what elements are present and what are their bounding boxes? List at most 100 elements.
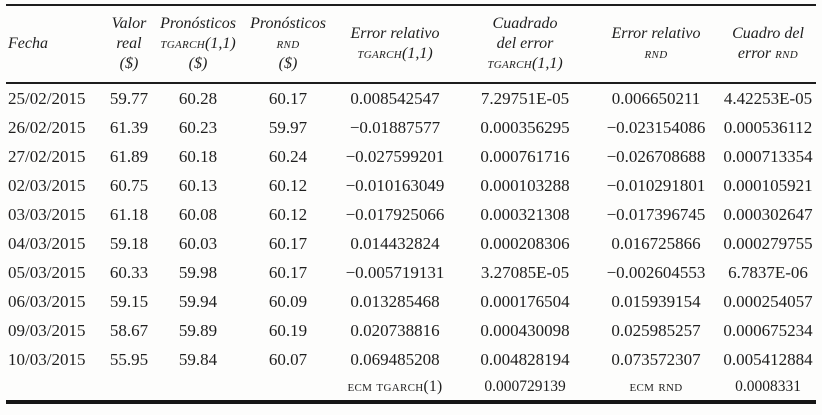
header-row: Fecha Valor real ($) Pronósticos TGARCH(1,1)(… <box>6 5 816 84</box>
table-footer: ECM TGARCH(1) 0.000729139 ECM RND 0.0008… <box>6 374 816 402</box>
header-text: Fecha <box>8 35 48 52</box>
cell-fecha: 05/03/2015 <box>8 262 86 282</box>
table-row-10: 10/03/2015 55.95 59.84 60.07 0.069485208 0.00… <box>6 345 816 374</box>
header-line: ($) <box>152 54 244 74</box>
cell-valor-real: 61.39 <box>109 117 149 137</box>
cell-error-relativo-rnd: 0.073572307 <box>611 349 701 369</box>
cell-error-relativo-tgarch: −0.005719131 <box>345 262 445 282</box>
cell-error-relativo-rnd: −0.002604553 <box>606 262 706 282</box>
footer-cell-empty-pronosticos-tgarch <box>152 374 244 402</box>
cell-fecha: 03/03/2015 <box>8 204 86 224</box>
header-line: real <box>106 34 152 54</box>
table-header: Fecha Valor real ($) Pronósticos TGARCH(1,1)(… <box>6 5 816 84</box>
cell-cuadrado-error-tgarch: 0.000208306 <box>480 233 570 253</box>
cell-fecha: 25/02/2015 <box>8 88 86 108</box>
header-line: del error <box>458 34 592 54</box>
table-row-8: 06/03/2015 59.15 59.94 60.09 0.013285468 0.00… <box>6 287 816 316</box>
column-header-cuadrado-error-tgarch: Cuadrado del error TGARCH(1,1) <box>458 5 592 84</box>
table-row-1: 25/02/2015 59.77 60.28 60.17 0.008542547 7.29… <box>6 83 816 113</box>
header-line: ($) <box>244 54 332 74</box>
table-row-2: 26/02/2015 61.39 60.23 59.97 −0.01887577 0.00… <box>6 113 816 142</box>
forecast-comparison-table: Fecha Valor real ($) Pronósticos TGARCH(1,1)(… <box>6 4 816 404</box>
cell-valor-real: 55.95 <box>109 349 149 369</box>
cell-error-relativo-rnd: −0.017396745 <box>606 204 706 224</box>
cell-valor-real: 61.89 <box>109 146 149 166</box>
cell-pronosticos-tgarch: 59.84 <box>178 349 218 369</box>
header-line: TGARCH(1,1) <box>332 44 458 64</box>
column-header-fecha: Fecha <box>6 5 106 84</box>
column-header-pronosticos-tgarch: Pronósticos TGARCH(1,1) ($) <box>152 5 244 84</box>
cell-cuadrado-error-tgarch: 0.000761716 <box>480 146 570 166</box>
cell-error-relativo-rnd: −0.023154086 <box>606 117 706 137</box>
cell-fecha: 26/02/2015 <box>8 117 86 137</box>
column-header-pronosticos-rnd: Pronósticos RND ($) <box>244 5 332 84</box>
cell-cuadro-error-rnd: 0.005412884 <box>723 349 813 369</box>
table-row-6: 04/03/2015 59.18 60.03 60.17 0.014432824 0.00… <box>6 229 816 258</box>
column-header-cuadro-error-rnd: Cuadro del error RND <box>720 5 816 84</box>
column-header-error-relativo-tgarch: Error relativo TGARCH(1,1) <box>332 5 458 84</box>
cell-pronosticos-tgarch: 60.13 <box>178 175 218 195</box>
cell-error-relativo-rnd: 0.015939154 <box>611 291 701 311</box>
cell-pronosticos-rnd: 60.12 <box>268 204 308 224</box>
footer-cell-empty-fecha <box>6 374 106 402</box>
cell-error-relativo-tgarch: 0.008542547 <box>350 88 440 108</box>
header-text: Cuadrado <box>492 15 558 32</box>
cell-cuadro-error-rnd: 0.000302647 <box>723 204 813 224</box>
cell-error-relativo-tgarch: 0.069485208 <box>350 349 440 369</box>
cell-pronosticos-rnd: 60.24 <box>268 146 308 166</box>
cell-cuadro-error-rnd: 0.000713354 <box>723 146 813 166</box>
cell-cuadro-error-rnd: 6.7837E-06 <box>728 262 808 282</box>
cell-pronosticos-rnd: 60.17 <box>268 233 308 253</box>
cell-cuadrado-error-tgarch: 0.000356295 <box>480 117 570 137</box>
cell-fecha: 10/03/2015 <box>8 349 86 369</box>
header-text: (1,1) <box>402 45 433 62</box>
small-caps-text: RND <box>644 45 668 62</box>
header-line: error RND <box>720 44 816 64</box>
header-line: Pronósticos <box>244 14 332 34</box>
cell-pronosticos-rnd: 59.97 <box>268 117 308 137</box>
header-line: Pronósticos <box>152 14 244 34</box>
cell-pronosticos-rnd: 60.17 <box>268 88 308 108</box>
header-line: RND <box>592 44 720 64</box>
cell-error-relativo-rnd: 0.006650211 <box>611 88 701 108</box>
header-line: Fecha <box>8 34 106 54</box>
cell-pronosticos-rnd: 60.12 <box>268 175 308 195</box>
cell-error-relativo-rnd: −0.010291801 <box>606 175 706 195</box>
small-caps-text: RND <box>775 45 799 62</box>
header-text: Error relativo <box>350 25 440 42</box>
header-text: ($) <box>278 55 298 72</box>
cell-pronosticos-tgarch: 60.28 <box>178 88 218 108</box>
cell-valor-real: 59.77 <box>109 88 149 108</box>
cell-valor-real: 61.18 <box>109 204 149 224</box>
cell-pronosticos-rnd: 60.17 <box>268 262 308 282</box>
cell-cuadro-error-rnd: 0.000279755 <box>723 233 813 253</box>
table-row-3: 27/02/2015 61.89 60.18 60.24 −0.027599201 0.0… <box>6 142 816 171</box>
cell-pronosticos-rnd: 60.07 <box>268 349 308 369</box>
header-line: Error relativo <box>332 24 458 44</box>
cell-cuadrado-error-tgarch: 3.27085E-05 <box>480 262 570 282</box>
cell-cuadro-error-rnd: 0.000536112 <box>723 117 813 137</box>
cell-pronosticos-tgarch: 59.94 <box>178 291 218 311</box>
header-text: Pronósticos <box>250 15 326 32</box>
cell-pronosticos-rnd: 60.09 <box>268 291 308 311</box>
cell-error-relativo-rnd: 0.016725866 <box>611 233 701 253</box>
header-line: ($) <box>106 54 152 74</box>
cell-error-relativo-tgarch: −0.027599201 <box>345 146 445 166</box>
header-line: Cuadro del <box>720 24 816 44</box>
header-line: Cuadrado <box>458 14 592 34</box>
header-text: real <box>116 35 142 52</box>
header-text: ($) <box>188 55 208 72</box>
cell-fecha: 09/03/2015 <box>8 320 86 340</box>
table-body: 25/02/2015 59.77 60.28 60.17 0.008542547 7.29… <box>6 83 816 374</box>
small-caps-text: TGARCH <box>487 55 533 72</box>
column-header-error-relativo-rnd: Error relativo RND <box>592 5 720 84</box>
cell-pronosticos-tgarch: 60.03 <box>178 233 218 253</box>
cell-cuadro-error-rnd: 0.000254057 <box>723 291 813 311</box>
cell-pronosticos-rnd: 60.19 <box>268 320 308 340</box>
cell-pronosticos-tgarch: 59.89 <box>178 320 218 340</box>
table-row-5: 03/03/2015 61.18 60.08 60.12 −0.017925066 0.0… <box>6 200 816 229</box>
header-line: Valor <box>106 14 152 34</box>
header-text: Cuadro del <box>732 25 804 42</box>
header-line: TGARCH(1,1) <box>152 34 244 54</box>
ecm-rnd-label: ECM RND <box>629 378 683 395</box>
